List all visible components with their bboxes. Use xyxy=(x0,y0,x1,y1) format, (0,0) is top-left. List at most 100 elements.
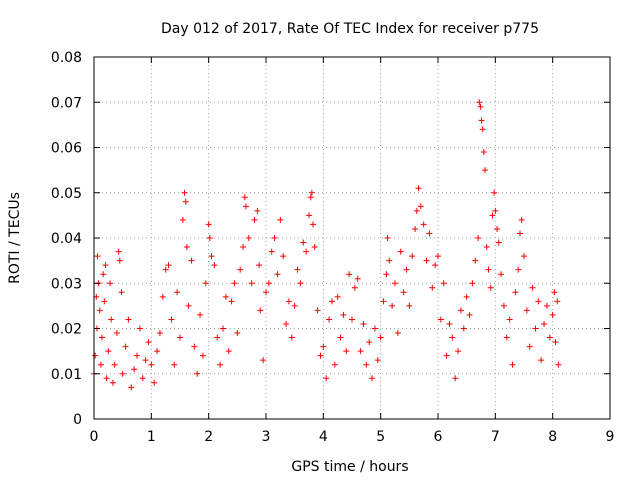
data-point xyxy=(188,257,195,264)
data-point xyxy=(506,316,513,323)
y-tick-label: 0.02 xyxy=(51,322,82,338)
data-point xyxy=(518,216,525,223)
y-axis-label: ROTI / TECUs xyxy=(7,192,23,284)
data-point xyxy=(479,126,486,133)
data-point xyxy=(446,320,453,327)
data-point xyxy=(516,230,523,237)
data-point xyxy=(415,185,422,192)
data-point xyxy=(423,257,430,264)
data-point xyxy=(245,235,252,241)
data-point xyxy=(154,348,161,355)
data-point xyxy=(472,257,479,264)
data-point xyxy=(384,235,391,241)
data-point xyxy=(234,330,241,337)
data-point xyxy=(222,293,229,300)
data-point xyxy=(526,343,533,350)
data-point xyxy=(102,262,109,269)
data-point xyxy=(357,348,364,355)
data-point xyxy=(449,334,456,341)
data-point xyxy=(288,334,295,341)
data-point xyxy=(369,375,376,382)
data-point xyxy=(426,230,433,237)
data-point xyxy=(108,316,115,323)
data-point xyxy=(377,334,384,341)
data-point xyxy=(406,302,413,309)
data-point xyxy=(280,253,287,260)
data-point xyxy=(139,375,146,382)
data-point xyxy=(328,298,335,305)
y-tick-label: 0.04 xyxy=(51,231,82,247)
data-point xyxy=(323,375,330,382)
data-point xyxy=(202,280,209,287)
chart-title: Day 012 of 2017, Rate Of TEC Index for r… xyxy=(161,21,539,37)
y-tick-label: 0.03 xyxy=(51,276,82,292)
data-point xyxy=(306,212,312,219)
data-point xyxy=(491,189,498,196)
data-point xyxy=(495,239,502,246)
data-point xyxy=(113,330,120,337)
data-point xyxy=(107,280,114,287)
data-point xyxy=(492,207,499,214)
data-point xyxy=(541,320,548,327)
data-point xyxy=(291,302,298,309)
data-point xyxy=(466,311,473,318)
data-point xyxy=(274,271,281,278)
data-point xyxy=(191,343,198,350)
data-point xyxy=(256,262,263,269)
data-point xyxy=(437,316,444,323)
data-point xyxy=(225,348,232,355)
x-tick-label: 3 xyxy=(262,429,271,445)
data-point xyxy=(475,235,482,241)
data-point xyxy=(131,366,138,373)
data-point xyxy=(482,167,489,174)
data-point xyxy=(242,203,249,210)
data-point xyxy=(134,352,140,359)
x-tick-label: 2 xyxy=(204,429,213,445)
data-point xyxy=(460,325,467,332)
data-point xyxy=(111,361,118,368)
data-point xyxy=(485,266,492,273)
data-point xyxy=(509,361,516,368)
x-tick-label: 7 xyxy=(491,429,500,445)
x-tick-label: 1 xyxy=(147,429,156,445)
data-point xyxy=(128,384,135,391)
data-point xyxy=(177,334,183,341)
data-point xyxy=(145,339,152,346)
data-point xyxy=(105,348,112,355)
data-point xyxy=(417,203,424,210)
data-point xyxy=(199,352,206,359)
data-point xyxy=(182,198,189,205)
data-point xyxy=(297,280,304,287)
x-tick-label: 4 xyxy=(319,429,328,445)
data-point xyxy=(349,316,355,323)
data-point xyxy=(151,379,158,386)
data-point xyxy=(394,330,401,337)
data-point xyxy=(400,289,407,296)
data-point xyxy=(217,361,224,368)
data-point xyxy=(469,280,476,287)
data-point xyxy=(476,99,483,106)
data-point xyxy=(360,320,367,327)
data-point xyxy=(99,334,106,341)
data-point xyxy=(240,244,247,251)
data-point xyxy=(109,379,116,386)
data-point xyxy=(532,325,539,332)
data-point xyxy=(101,298,108,305)
data-point xyxy=(268,248,275,255)
data-point xyxy=(171,361,178,368)
x-tick-label: 9 xyxy=(606,429,615,445)
data-point xyxy=(283,320,290,327)
data-point xyxy=(179,216,186,223)
data-point xyxy=(529,284,536,291)
data-point xyxy=(515,266,522,273)
data-point xyxy=(503,334,510,341)
data-points xyxy=(91,99,562,391)
data-point xyxy=(263,289,269,296)
data-point xyxy=(119,370,126,377)
x-tick-label: 5 xyxy=(376,429,385,445)
data-point xyxy=(214,334,221,341)
data-point xyxy=(159,293,166,300)
x-tick-label: 8 xyxy=(548,429,557,445)
data-point xyxy=(374,357,381,364)
